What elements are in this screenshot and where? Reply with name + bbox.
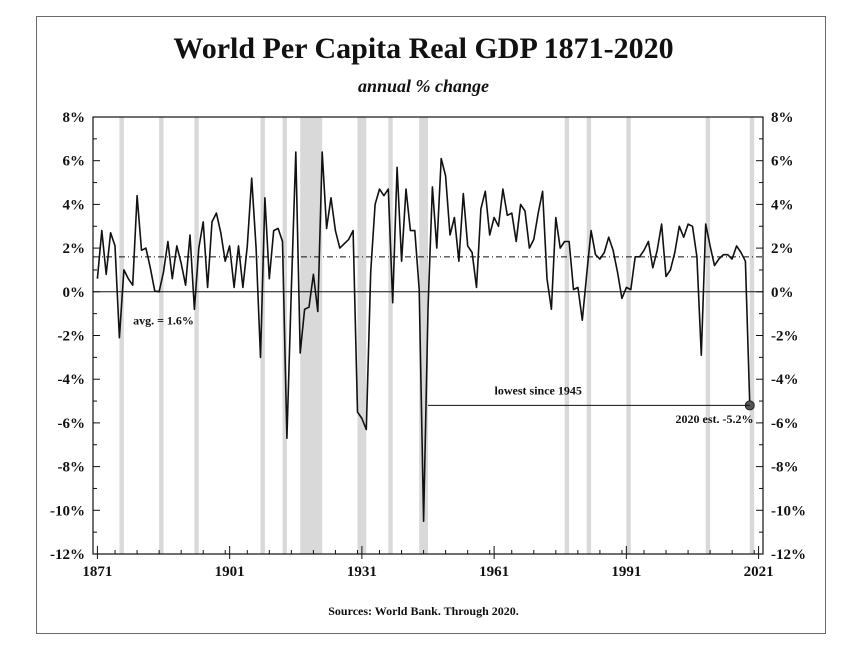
y-tick-label-left: 0% <box>63 285 86 301</box>
y-tick-label-left: -8% <box>58 460 86 476</box>
recession-band <box>749 117 755 554</box>
x-tick-label: 1871 <box>82 564 112 580</box>
y-tick-label-right: -6% <box>771 416 799 432</box>
y-tick-label-right: 4% <box>771 197 794 213</box>
x-tick-label: 2021 <box>744 564 774 580</box>
x-tick-label: 1901 <box>215 564 245 580</box>
recession-band <box>586 117 592 554</box>
recession-band <box>626 117 631 554</box>
recession-band <box>260 117 265 554</box>
y-tick-label-left: -12% <box>50 547 85 563</box>
y-tick-label-right: -2% <box>771 329 799 345</box>
y-tick-label-right: -12% <box>771 547 806 563</box>
recession-band <box>300 117 323 554</box>
chart-source: Sources: World Bank. Through 2020. <box>328 604 519 618</box>
y-tick-label-left: 2% <box>63 241 86 257</box>
chart-subtitle: annual % change <box>357 76 490 96</box>
annotations: avg. = 1.6% lowest since 1945 2020 est. -5… <box>133 314 753 426</box>
recession-band <box>564 117 570 554</box>
tick-labels: 8% 8% 6% 6% 4% 4% 2% 2% 0% 0% -2% -2% -4% -4% -6% -6% -8… <box>50 110 806 580</box>
recession-band <box>194 117 199 554</box>
y-tick-label-left: -10% <box>50 503 85 519</box>
y-tick-label-right: 8% <box>771 110 794 126</box>
lowest-since-label: lowest since 1945 <box>495 383 582 397</box>
y-tick-label-right: 2% <box>771 241 794 257</box>
gdp-series <box>96 151 755 523</box>
y-tick-label-right: -10% <box>771 503 806 519</box>
recession-band <box>119 117 124 554</box>
y-tick-label-left: -2% <box>58 329 86 345</box>
chart-frame <box>36 16 826 634</box>
series-line <box>96 151 751 523</box>
x-tick-label: 1931 <box>347 564 377 580</box>
x-tick-label: 1991 <box>611 564 641 580</box>
recession-band <box>419 117 428 554</box>
estimate-label: 2020 est. -5.2% <box>676 412 754 426</box>
average-label: avg. = 1.6% <box>133 314 194 328</box>
recession-band <box>705 117 711 554</box>
y-tick-label-left: 4% <box>63 197 86 213</box>
y-tick-label-right: -8% <box>771 460 799 476</box>
y-tick-label-left: 8% <box>63 110 86 126</box>
y-tick-label-right: -4% <box>771 372 799 388</box>
y-tick-label-left: 6% <box>63 154 86 170</box>
y-tick-label-left: -6% <box>58 416 86 432</box>
axes <box>92 116 764 559</box>
recession-band <box>388 117 393 554</box>
recession-bands <box>119 117 755 554</box>
recession-band <box>159 117 164 554</box>
y-tick-label-left: -4% <box>58 372 86 388</box>
chart-title: World Per Capita Real GDP 1871-2020 <box>173 32 674 65</box>
y-tick-label-right: 6% <box>771 154 794 170</box>
recession-band <box>357 117 367 554</box>
y-tick-label-right: 0% <box>771 285 794 301</box>
x-tick-label: 1961 <box>479 564 509 580</box>
